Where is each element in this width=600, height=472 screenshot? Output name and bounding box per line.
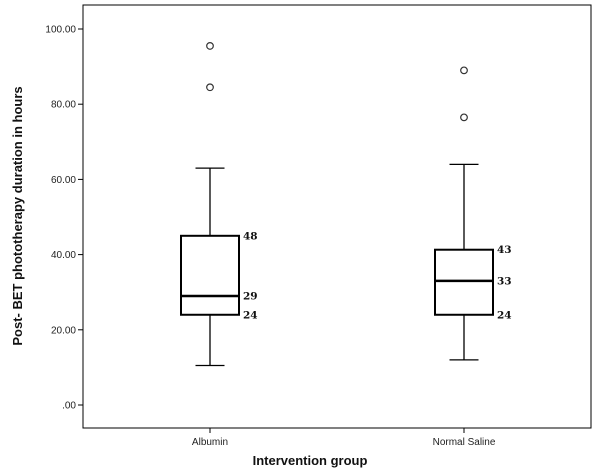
- interquartile-box: [434, 248, 494, 316]
- box-normal-saline: 43 33 24: [434, 66, 512, 361]
- outlier-point: [206, 83, 214, 92]
- x-tick-label: Normal Saline: [433, 437, 496, 448]
- outlier-point: [460, 113, 468, 122]
- y-tick-label: .00: [62, 401, 76, 412]
- data-label-median: 29: [243, 290, 258, 302]
- data-label-q1: 24: [243, 309, 258, 321]
- y-axis: .00 20.00 40.00 60.00 80.00 100.00: [45, 25, 83, 412]
- y-tick-label: 40.00: [51, 250, 76, 261]
- data-label-q3: 48: [243, 230, 258, 242]
- y-tick-label: 20.00: [51, 325, 76, 336]
- box-albumin: 48 29 24: [180, 42, 258, 367]
- box-series: 48 29 24 43 33 24: [180, 42, 512, 367]
- x-tick-label: Albumin: [192, 437, 228, 448]
- data-label-q3: 43: [497, 244, 512, 256]
- y-tick-label: 80.00: [51, 100, 76, 111]
- plot-area-frame: [82, 4, 592, 429]
- interquartile-box: [180, 234, 240, 316]
- y-axis-title: Post- BET phototherapy duration in hours: [10, 86, 25, 345]
- y-tick-label: 60.00: [51, 175, 76, 186]
- x-axis-title: Intervention group: [253, 453, 368, 468]
- data-label-q1: 24: [497, 309, 512, 321]
- outlier-point: [460, 66, 468, 75]
- data-label-median: 33: [497, 275, 512, 287]
- outlier-point: [206, 42, 214, 50]
- y-tick-label: 100.00: [45, 25, 76, 36]
- x-axis: Albumin Normal Saline: [192, 428, 496, 448]
